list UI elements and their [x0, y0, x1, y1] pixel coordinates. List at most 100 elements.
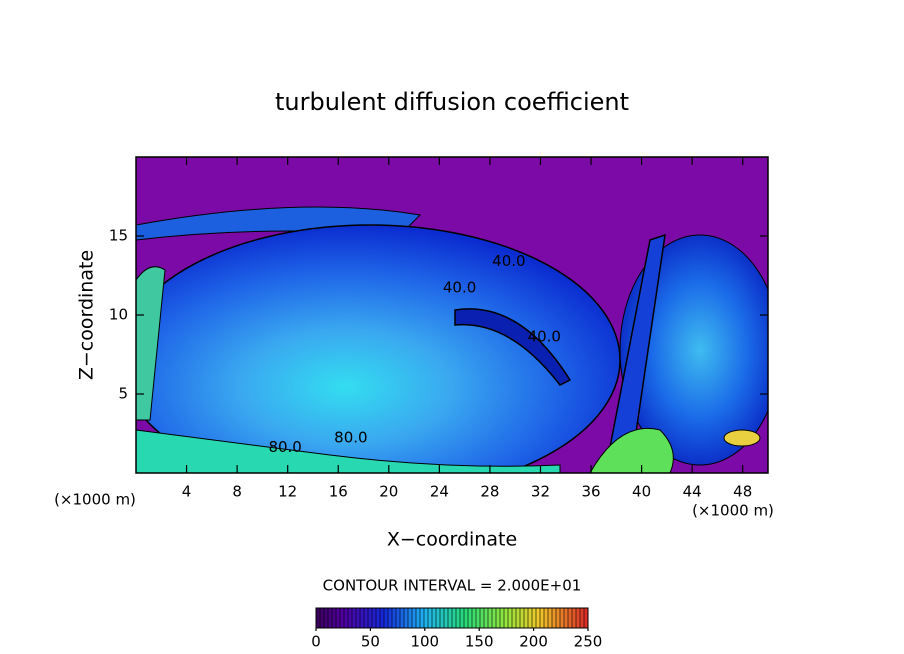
colorbar-segment [492, 608, 496, 628]
chart-title: turbulent diffusion coefficient [275, 88, 629, 116]
x-tick-label: 24 [430, 483, 449, 501]
colorbar-segment [476, 608, 480, 628]
colorbar-segment [452, 608, 456, 628]
colorbar-segment [336, 608, 340, 628]
colorbar-segment [392, 608, 396, 628]
colorbar-segment [512, 608, 516, 628]
colorbar-segment [448, 608, 452, 628]
x-tick-label: 4 [182, 483, 192, 501]
colorbar-segment [480, 608, 484, 628]
colorbar-segment [532, 608, 536, 628]
y-axis-label: Z−coordinate [76, 250, 98, 380]
colorbar-segment [472, 608, 476, 628]
colorbar-segment [528, 608, 532, 628]
x-tick-label: 48 [733, 483, 752, 501]
x-tick-label: 16 [329, 483, 348, 501]
x-tick-label: 44 [683, 483, 702, 501]
colorbar-segment [352, 608, 356, 628]
colorbar-segment [428, 608, 432, 628]
colorbar-segment [548, 608, 552, 628]
colorbar-segment [340, 608, 344, 628]
colorbar-segment [488, 608, 492, 628]
colorbar-segment [364, 608, 368, 628]
colorbar-segment [436, 608, 440, 628]
colorbar-segment [360, 608, 364, 628]
colorbar-segment [412, 608, 416, 628]
colorbar-segment [456, 608, 460, 628]
colorbar-segment [420, 608, 424, 628]
colorbar-tick-label: 100 [410, 633, 439, 651]
colorbar-segment [316, 608, 320, 628]
field [136, 157, 768, 473]
colorbar-segment [320, 608, 324, 628]
colorbar-segment [564, 608, 568, 628]
colorbar-segment [468, 608, 472, 628]
colorbar-segment [484, 608, 488, 628]
y-tick-label: 5 [118, 385, 128, 403]
x-tick-label: 36 [581, 483, 600, 501]
colorbar-segment [460, 608, 464, 628]
colorbar-segment [504, 608, 508, 628]
x-tick-label: 40 [632, 483, 651, 501]
y-tick-label: 15 [109, 227, 128, 245]
colorbar-segment [520, 608, 524, 628]
colorbar-segment [416, 608, 420, 628]
colorbar-segment [404, 608, 408, 628]
colorbar-segment [400, 608, 404, 628]
y-tick-label: 10 [109, 306, 128, 324]
colorbar-segment [552, 608, 556, 628]
colorbar-segment [560, 608, 564, 628]
colorbar-segment [568, 608, 572, 628]
colorbar-segment [540, 608, 544, 628]
colorbar-segment [556, 608, 560, 628]
colorbar-segment [432, 608, 436, 628]
x-tick-label: 12 [278, 483, 297, 501]
colorbar-segment [516, 608, 520, 628]
contour-label: 80.0 [268, 438, 301, 456]
colorbar-segment [324, 608, 328, 628]
colorbar-segment [496, 608, 500, 628]
colorbar-segment [356, 608, 360, 628]
x-tick-label: 20 [379, 483, 398, 501]
colorbar-segment [544, 608, 548, 628]
colorbar: 0 50 100 150 200 250 [311, 607, 603, 651]
contour-label: 40.0 [443, 279, 476, 297]
colorbar-segment [576, 608, 580, 628]
colorbar-tick-label: 50 [361, 633, 380, 651]
colorbar-segment [572, 608, 576, 628]
colorbar-tick-label: 150 [465, 633, 494, 651]
colorbar-segment [500, 608, 504, 628]
x-tick-label: 28 [480, 483, 499, 501]
colorbar-segment [376, 608, 380, 628]
colorbar-segment [368, 608, 372, 628]
colorbar-segment [536, 608, 540, 628]
colorbar-segment [584, 608, 588, 628]
colorbar-segment [396, 608, 400, 628]
colorbar-segment [332, 608, 336, 628]
colorbar-frame [315, 607, 589, 629]
colorbar-tick-label: 200 [519, 633, 548, 651]
contour-label: 80.0 [334, 429, 367, 447]
colorbar-segment [580, 608, 584, 628]
colorbar-segment [348, 608, 352, 628]
colorbar-segment [464, 608, 468, 628]
x-axis-label: X−coordinate [387, 529, 517, 551]
x-tick-label: 8 [232, 483, 242, 501]
colorbar-segment [344, 608, 348, 628]
colorbar-segment [444, 608, 448, 628]
colorbar-segment [408, 608, 412, 628]
contour-label: 40.0 [528, 328, 561, 346]
colorbar-tick-label: 250 [574, 633, 603, 651]
colorbar-segment [380, 608, 384, 628]
x-unit: (×1000 m) [692, 502, 774, 520]
colorbar-tick-label: 0 [311, 633, 321, 651]
y-unit: (×1000 m) [54, 491, 136, 509]
colorbar-segment [388, 608, 392, 628]
colorbar-segment [508, 608, 512, 628]
contour-interval: CONTOUR INTERVAL = 2.000E+01 [323, 577, 582, 595]
x-tick-label: 32 [531, 483, 550, 501]
colorbar-segment [372, 608, 376, 628]
contour-label: 40.0 [492, 252, 525, 270]
